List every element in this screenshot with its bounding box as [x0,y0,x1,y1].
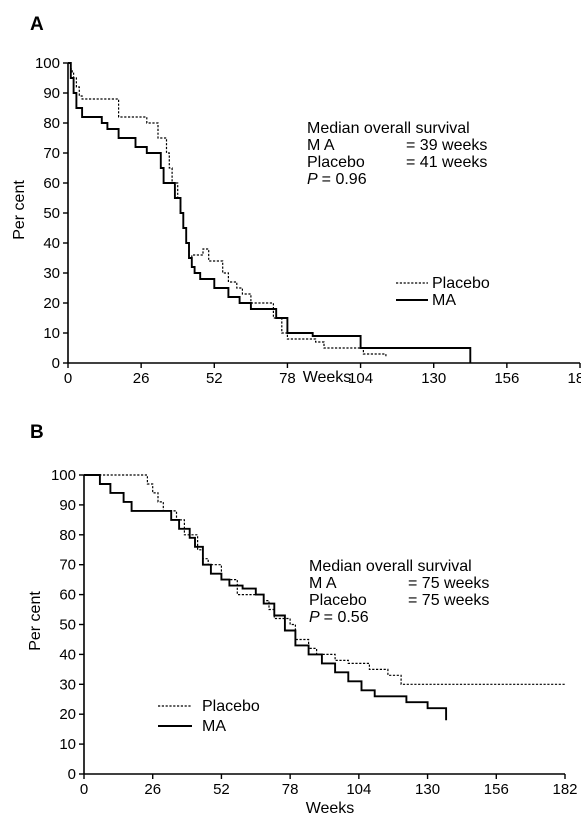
y-tick-label: 30 [43,265,60,282]
x-tick-label: 104 [348,370,373,387]
x-tick-label: 130 [421,370,446,387]
annotation-row-label: M A [307,137,335,154]
x-tick-label: 182 [552,781,577,798]
p-value-line: P = 0.56 [309,609,369,626]
y-tick-label: 20 [59,706,76,723]
x-tick-label: 130 [415,781,440,798]
annotation-row-label: Placebo [307,154,365,171]
panel-letter: A [30,14,44,35]
x-axis-title: Weeks [306,800,355,817]
y-tick-label: 0 [52,355,60,372]
x-tick-label: 52 [206,370,223,387]
x-axis-title: Weeks [303,369,352,386]
annotation-heading: Median overall survival [307,120,470,137]
y-tick-label: 40 [59,646,76,663]
panel-letter: B [30,422,44,443]
x-tick-label: 156 [494,370,519,387]
y-tick-label: 100 [51,467,76,484]
x-tick-label: 78 [282,781,299,798]
x-tick-label: 182 [567,370,581,387]
y-tick-label: 60 [43,175,60,192]
annotation-row-value: = 41 weeks [406,154,487,171]
y-tick-label: 50 [43,205,60,222]
legend-label-placebo: Placebo [432,275,490,292]
y-tick-label: 20 [43,295,60,312]
annotation-row-value: = 39 weeks [406,137,487,154]
p-value: = 0.56 [324,609,369,626]
panel-b: B Per cent Weeks Median overall survival… [27,422,578,817]
p-symbol: P [307,171,318,188]
series-line-placebo [68,62,387,357]
x-tick-label: 26 [144,781,161,798]
x-tick-label: 26 [133,370,150,387]
legend: Placebo MA [396,275,490,309]
y-tick-label: 70 [59,557,76,574]
x-tick-label: 156 [484,781,509,798]
series-line-ma [68,62,472,363]
y-tick-label: 90 [43,85,60,102]
annotation-block: Median overall survival M A = 39 weeks P… [307,120,487,188]
annotation-row-value: = 75 weeks [408,575,489,592]
legend-label-placebo: Placebo [202,698,260,715]
p-symbol: P [309,609,320,626]
x-tick-label: 52 [213,781,230,798]
p-value: = 0.96 [322,171,367,188]
annotation-heading: Median overall survival [309,558,472,575]
y-tick-label: 10 [59,736,76,753]
y-tick-label: 80 [59,527,76,544]
panel-a: A Per cent Weeks Median overall survival… [11,14,581,387]
legend-label-ma: MA [202,718,226,735]
annotation-row-label: Placebo [309,592,367,609]
y-tick-label: 40 [43,235,60,252]
y-tick-label: 80 [43,115,60,132]
y-tick-label: 30 [59,676,76,693]
y-tick-label: 90 [59,497,76,514]
x-tick-label: 104 [346,781,371,798]
y-tick-label: 10 [43,325,60,342]
annotation-row-value: = 75 weeks [408,592,489,609]
x-tick-label: 0 [64,370,72,387]
annotation-block: Median overall survival M A = 75 weeks P… [309,558,489,626]
legend: Placebo MA [158,698,260,735]
y-tick-label: 0 [68,766,76,783]
y-axis-title: Per cent [27,591,44,651]
annotation-row-label: M A [309,575,337,592]
y-tick-label: 50 [59,617,76,634]
p-value-line: P = 0.96 [307,171,367,188]
y-tick-label: 70 [43,145,60,162]
series-line-ma [84,474,448,721]
y-tick-label: 60 [59,587,76,604]
legend-label-ma: MA [432,292,456,309]
y-axis-title: Per cent [11,180,28,240]
y-tick-label: 100 [35,55,60,72]
x-tick-label: 0 [80,781,88,798]
x-tick-label: 78 [279,370,296,387]
